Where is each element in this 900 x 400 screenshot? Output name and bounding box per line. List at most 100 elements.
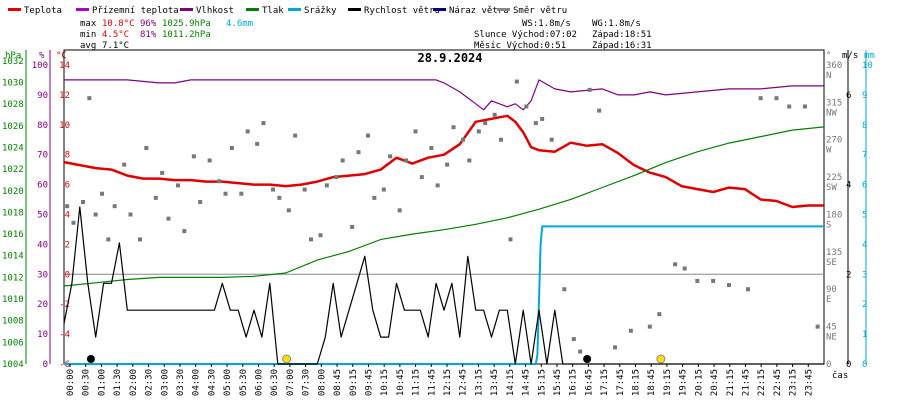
wind-direction-point (112, 204, 117, 209)
wind-direction-point (524, 104, 529, 109)
wind-direction-point (166, 216, 171, 221)
rain-tick: 10 (862, 61, 873, 71)
x-tick-label: 15:15 (537, 369, 547, 396)
stats-avg-label: avg (80, 41, 96, 51)
pressure-tick: 1030 (2, 78, 24, 88)
x-tick-label: 18:15 (632, 369, 642, 396)
dir-tick: 225 (826, 173, 842, 183)
precipitation-line (64, 225, 824, 365)
x-tick-label: 06:00 (255, 369, 265, 396)
stats-block: max 10.8°C 96% 1025.9hPa 4.6mm min 4.5°C… (80, 19, 253, 51)
wind-direction-point (286, 208, 291, 213)
wind-tick: 2 (846, 270, 851, 280)
x-tick-label: 16:15 (569, 369, 579, 396)
rain-tick: 7 (862, 151, 867, 161)
info-sunrise: Slunce Východ:07:02 (474, 30, 577, 40)
x-tick-label: 12:15 (443, 369, 453, 396)
x-tick-label: 07:30 (302, 369, 312, 396)
legend-swatch-4 (288, 8, 301, 11)
pressure-tick: 1024 (2, 143, 24, 153)
pressure-tick: 1032 (2, 57, 24, 67)
x-tick-label: 03:30 (176, 369, 186, 396)
moonset-marker (583, 355, 592, 363)
wind-direction-point (245, 129, 250, 134)
x-tick-label: 13:45 (490, 369, 500, 396)
legend-label-4: Srážky (304, 6, 337, 16)
wind-direction-point (81, 200, 85, 205)
humidity-tick: 10 (37, 330, 48, 340)
temp-tick: -4 (59, 330, 70, 340)
wind-direction-point (533, 121, 538, 126)
wind-direction-point (160, 170, 165, 175)
wind-direction-point (695, 278, 700, 283)
wind-direction-point (540, 116, 545, 121)
stats-max-label: max (80, 19, 97, 29)
pressure-tick: 1020 (2, 187, 24, 197)
humidity-line (64, 79, 824, 111)
wind-direction-point (71, 220, 76, 225)
x-tick-label: 11:45 (427, 369, 437, 396)
plot-border (63, 49, 825, 365)
wind-direction-point (673, 262, 678, 267)
wind-direction-point (366, 133, 370, 138)
x-tick-label: 03:00 (160, 369, 170, 396)
humidity-tick: 50 (37, 210, 48, 220)
moonrise-marker (86, 355, 95, 363)
wind-direction-point (106, 237, 111, 242)
x-tick-label: 04:00 (192, 369, 202, 396)
legend-label-1: Přízemní teplota (92, 6, 179, 16)
x-tick-label: 21:15 (726, 369, 736, 396)
wind-direction-point (492, 112, 497, 117)
x-tick-label: 21:45 (741, 369, 751, 396)
temp-tick: 10 (59, 121, 70, 131)
x-tick-label: 08:45 (333, 369, 343, 396)
x-tick-label: 23:45 (804, 369, 814, 396)
pressure-tick: 1012 (2, 273, 24, 283)
wind-direction-point (787, 104, 792, 109)
wind-direction-point (758, 96, 763, 101)
x-tick-label: 07:00 (286, 369, 296, 396)
x-tick-label: 00:30 (82, 369, 92, 396)
wind-direction-point (562, 287, 567, 292)
humidity-tick: 30 (37, 270, 48, 280)
dir-tick: 45 (826, 323, 837, 333)
temp-tick: 0 (65, 270, 70, 280)
wind-direction-point (746, 287, 750, 292)
wind-direction-point (571, 337, 576, 342)
x-tick-label: 08:00 (317, 369, 327, 396)
wind-tick: 6 (846, 91, 851, 101)
wind-direction-point (128, 212, 133, 217)
info-sunset: Západ:18:51 (592, 30, 652, 40)
wind-direction-point (499, 137, 503, 142)
sunset-marker (656, 354, 666, 364)
dir-axis-unit: ° (826, 51, 831, 61)
legend-swatch-2 (180, 8, 193, 11)
wind-direction-point (711, 278, 716, 283)
x-tick-label: 18:45 (647, 369, 657, 396)
rain-tick: 2 (862, 300, 867, 310)
legend-swatch-3 (246, 8, 259, 11)
wind-direction-point (340, 158, 345, 163)
wind-direction-point (435, 183, 440, 188)
dir-name-tick: NW (826, 108, 837, 118)
wind-direction-point (318, 233, 323, 238)
dir-tick: 360 (826, 61, 842, 71)
dir-name-tick: S (826, 220, 831, 230)
temp-tick: 4 (65, 210, 70, 220)
wind-direction-point (293, 133, 298, 138)
info-moonrise: Měsíc Východ:0:51 (474, 41, 566, 51)
wind-direction-point (138, 237, 142, 242)
wind-direction-point (404, 158, 408, 163)
x-tick-label: 11:15 (412, 369, 422, 396)
x-tick-label: 22:45 (773, 369, 783, 396)
info-moonset: Západ:16:31 (592, 41, 652, 51)
stats-temp-max: 10.8°C (102, 19, 135, 29)
pressure-axis-unit: hPa (5, 51, 21, 61)
legend-swatch-0 (8, 8, 21, 11)
x-tick-label: 19:45 (679, 369, 689, 396)
event-markers (86, 354, 666, 364)
pressure-tick: 1006 (2, 338, 24, 348)
pressure-tick: 1028 (2, 100, 24, 110)
wind-direction-point (239, 191, 244, 196)
